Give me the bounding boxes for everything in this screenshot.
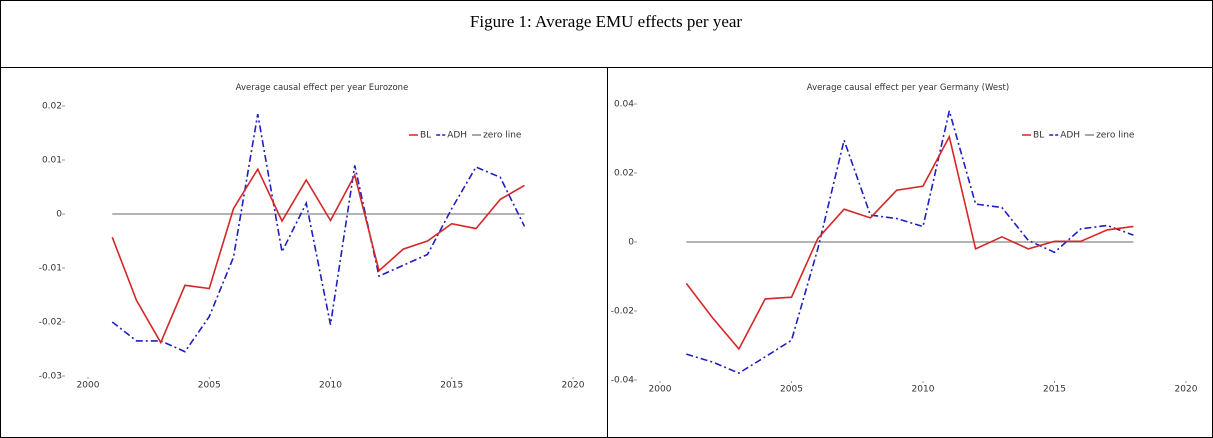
series-line <box>111 113 526 353</box>
y-tick-label: -0.03 <box>39 372 62 382</box>
legend-label: ADH <box>447 131 467 141</box>
y-tick-label: 0.04 <box>614 100 634 110</box>
series-line <box>686 110 1134 374</box>
legend-label: BL <box>420 131 431 141</box>
y-tick-label: 0.01 <box>42 156 62 166</box>
caption: Figure 1: Average EMU effects per year <box>470 12 743 31</box>
y-tick-label: -0.04 <box>611 376 635 386</box>
y-tick-label: -0.02 <box>611 307 634 317</box>
y-tick-label: 0 <box>56 210 62 220</box>
y-tick-label: -0.01 <box>39 264 62 274</box>
y-tick-label: 0.02 <box>614 169 634 179</box>
x-tick-label: 2005 <box>780 385 803 395</box>
series-line <box>685 134 1134 351</box>
x-tick-label: 2010 <box>912 385 935 395</box>
x-tick-label: 2000 <box>77 381 100 391</box>
x-tick-label: 2015 <box>440 381 463 391</box>
x-tick-label: 2005 <box>198 381 221 391</box>
legend-label: zero line <box>1096 131 1135 141</box>
legend-label: BL <box>1033 131 1044 141</box>
x-tick-label: 2020 <box>562 381 585 391</box>
x-tick-label: 2015 <box>1043 385 1066 395</box>
x-tick-label: 2020 <box>1175 385 1198 395</box>
x-tick-label: 2010 <box>319 381 342 391</box>
x-tick-label: 2000 <box>649 385 672 395</box>
chart-title: Average causal effect per year Eurozone <box>236 83 409 93</box>
y-tick-label: -0.02 <box>39 318 62 328</box>
legend-label: ADH <box>1060 131 1080 141</box>
series-line <box>111 167 525 345</box>
y-tick-label: 0.02 <box>42 102 62 112</box>
legend-label: zero line <box>483 131 522 141</box>
chart-title: Average causal effect per year Germany (… <box>807 83 1009 93</box>
y-tick-label: 0 <box>628 238 634 248</box>
